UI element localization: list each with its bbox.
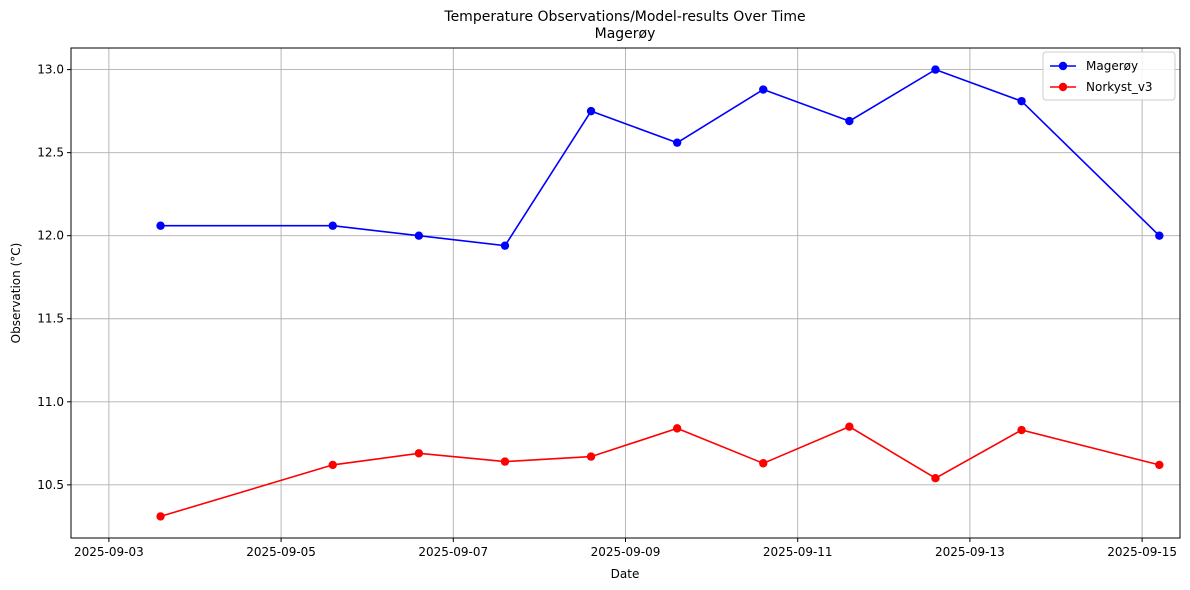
series-line-1 [160, 68, 1160, 247]
legend-box [1042, 51, 1176, 101]
y-tick-label: 12.5 [37, 146, 64, 160]
legend-marker-2 [1058, 82, 1068, 92]
series-line-2 [160, 425, 1160, 518]
chart-title: Temperature Observations/Model-results O… [443, 9, 805, 25]
series-layer [156, 65, 1164, 521]
data-point-series-2 [1017, 425, 1026, 435]
legend-label-1: Magerøy [1086, 59, 1138, 73]
x-tick-label: 2025-09-13 [935, 545, 1005, 559]
data-point-series-2 [759, 459, 768, 468]
chart-subtitle: Magerøy [595, 26, 656, 42]
y-tick-label: 11.0 [37, 395, 64, 409]
data-point-series-1 [414, 231, 424, 240]
data-point-series-1 [328, 221, 337, 230]
data-point-series-2 [845, 422, 854, 431]
x-tick-label: 2025-09-07 [418, 545, 488, 559]
grid [71, 48, 1180, 538]
data-point-series-1 [156, 221, 165, 230]
data-point-series-1 [845, 116, 854, 126]
data-point-series-2 [156, 512, 165, 521]
y-tick-label: 11.5 [37, 312, 64, 326]
x-tick-label: 2025-09-03 [74, 545, 144, 559]
y-tick-label: 10.5 [37, 478, 64, 492]
data-point-series-1 [586, 106, 596, 116]
x-axis-label: Date [611, 567, 640, 581]
data-point-series-1 [672, 138, 682, 147]
data-point-series-2 [672, 424, 682, 433]
data-point-series-2 [1155, 460, 1164, 470]
y-tick-label: 12.0 [37, 229, 64, 243]
x-tick-label: 2025-09-11 [763, 545, 833, 559]
data-point-series-2 [328, 460, 337, 470]
x-tick-label: 2025-09-09 [591, 545, 661, 559]
axis-ticks: 2025-09-03 2025-09-05 2025-09-07 2025-09-09… [37, 63, 1177, 559]
legend-label-2: Norkyst_v3 [1086, 80, 1153, 94]
x-tick-label: 2025-09-05 [246, 545, 316, 559]
x-tick-label: 2025-09-15 [1107, 545, 1177, 559]
legend-marker-1 [1058, 61, 1068, 71]
data-point-series-1 [759, 85, 768, 94]
y-axis-label: Observation (°C) [9, 243, 23, 344]
y-tick-label: 13.0 [37, 63, 64, 77]
data-point-series-2 [586, 452, 596, 461]
data-point-series-2 [414, 449, 424, 458]
legend: Magerøy Norkyst_v3 [1042, 51, 1176, 101]
data-point-series-1 [1155, 231, 1164, 240]
data-point-series-1 [1017, 96, 1026, 106]
data-point-series-1 [931, 65, 940, 74]
data-point-series-1 [500, 241, 510, 250]
data-point-series-2 [931, 474, 940, 483]
data-point-series-2 [500, 457, 510, 466]
